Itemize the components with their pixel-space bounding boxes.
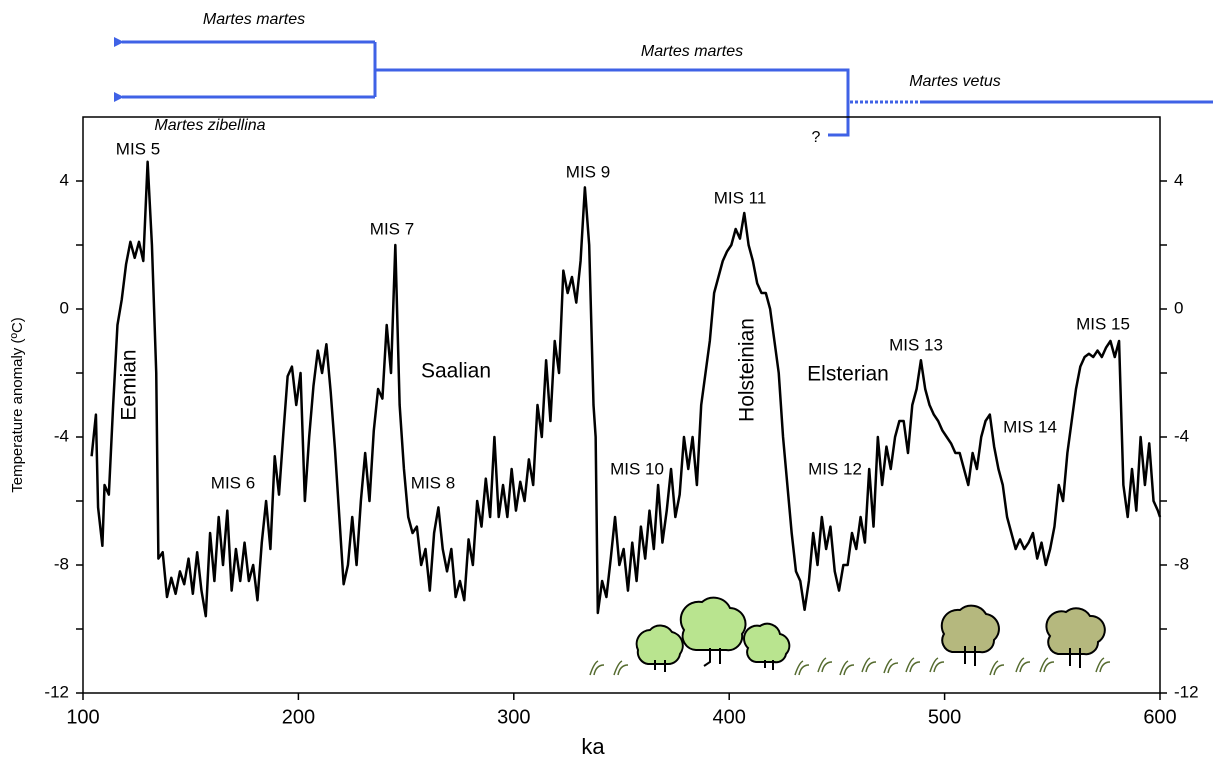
y-tick-label-right: 0 [1174,298,1183,317]
x-tick-label: 600 [1143,706,1176,728]
annotation: MIS 8 [411,473,455,492]
vegetation [590,598,1110,675]
x-axis-label: ka [581,734,605,759]
y-tick-label: 0 [60,298,69,317]
chart: ka Temperature anomaly (ºC) 100200300400… [0,0,1213,765]
y-tick-label: -4 [54,426,69,445]
plot-frame [83,117,1160,693]
x-tick-label: 300 [497,706,530,728]
annotation: MIS 6 [211,473,255,492]
x-tick-label: 400 [713,706,746,728]
y-tick-label-right: -4 [1174,426,1189,445]
lineage-label: ? [812,129,821,146]
annotation: MIS 15 [1076,314,1130,333]
y-axis-label: Temperature anomaly (ºC) [9,317,26,493]
annotation: MIS 5 [116,139,160,158]
annotation: MIS 10 [610,459,664,478]
lineage-label: Martes martes [203,11,305,28]
annotation: MIS 14 [1003,417,1057,436]
annotation: MIS 7 [370,219,414,238]
temperature-line [92,162,1160,616]
x-tick-label: 200 [282,706,315,728]
x-tick-label: 100 [66,706,99,728]
annotation: Holsteinian [736,318,759,422]
annotation: MIS 12 [808,459,862,478]
lineage-label: Martes martes [641,43,743,60]
x-tick-label: 500 [928,706,961,728]
annotation: Elsterian [807,363,889,386]
lineage-label: Martes vetus [909,73,1001,90]
annotation: MIS 11 [714,188,767,207]
y-tick-label-right: -8 [1174,554,1189,573]
annotation: Saalian [421,360,491,383]
annotation: MIS 9 [566,162,610,181]
y-tick-label: -12 [44,682,69,701]
y-tick-label: -8 [54,554,69,573]
annotation: Eemian [118,349,141,420]
annotation: MIS 13 [889,335,943,354]
y-tick-label: 4 [60,170,69,189]
y-tick-label-right: -12 [1174,682,1199,701]
y-tick-label-right: 4 [1174,170,1183,189]
lineage-label: Martes zibellina [154,117,265,134]
